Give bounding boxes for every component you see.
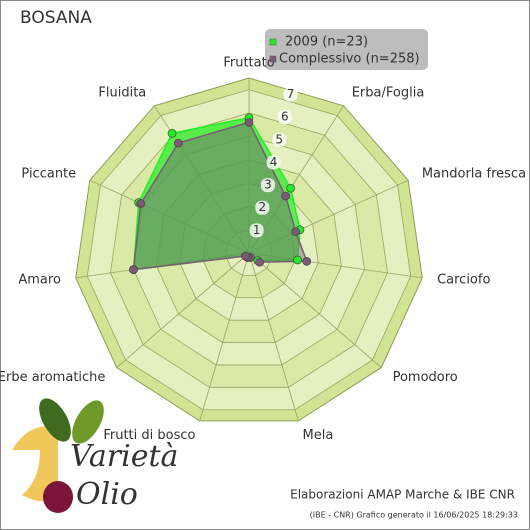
logo-leaf [72, 400, 104, 444]
tick-label-bg [272, 132, 287, 147]
spoke [248, 252, 382, 368]
legend-label: 2009 (n=23) [285, 35, 368, 50]
credits: Elaborazioni AMAP Marche & IBE CNR [290, 488, 515, 502]
legend-swatch [269, 55, 277, 63]
legend-label: Complessivo (n=258) [279, 52, 420, 67]
data-point [255, 257, 264, 267]
legend-swatch [269, 38, 277, 46]
data-point [286, 183, 295, 193]
tick-label-bg [283, 87, 298, 102]
tick-label-bg [260, 178, 275, 193]
axis-label: Fruttato [223, 56, 274, 71]
logo-shape [12, 426, 58, 502]
axis-label: Mandorla fresca [422, 167, 526, 182]
r-tick-label: 2 [258, 200, 266, 214]
chart-title: BOSANA [20, 8, 92, 28]
tick-label-bg [277, 110, 292, 125]
axis-label: Pomodoro [393, 370, 458, 385]
axis-label: Amaro [18, 273, 61, 288]
tick-label-bg [255, 200, 270, 215]
data-point [136, 199, 146, 208]
spoke [199, 252, 250, 422]
axis-label: Fluidita [98, 86, 146, 101]
logo-text: Olio [76, 477, 138, 512]
r-tick-label: 6 [281, 110, 289, 124]
axis-label: Frutti di bosco [103, 428, 195, 443]
data-point [291, 227, 301, 237]
data-point [129, 265, 138, 274]
spoke [116, 252, 250, 368]
data-point [293, 255, 302, 265]
r-tick-label: 1 [253, 223, 261, 237]
axis-label: Carciofo [437, 273, 490, 288]
axis-label: Erba/Foglia [352, 86, 425, 101]
r-tick-label: 3 [264, 178, 272, 192]
data-point [241, 251, 250, 261]
axis-label: Erbe aromatiche [0, 370, 105, 385]
r-tick-label: 4 [270, 155, 278, 169]
r-tick-label: 5 [275, 132, 283, 146]
logo-text: Varietà [70, 439, 178, 474]
footnote: (IBE - CNR) Grafico generato il 16/06/20… [310, 511, 518, 520]
legend-box [265, 29, 428, 70]
data-point [174, 138, 183, 148]
data-point [281, 191, 290, 201]
axis-label: Mela [303, 428, 334, 443]
logo: Varietà Olio [12, 398, 178, 513]
data-point [244, 117, 254, 127]
data-point [302, 256, 312, 266]
r-tick-label: 7 [287, 87, 295, 101]
spoke [248, 252, 299, 422]
logo-olive [43, 481, 73, 513]
axis-label: Piccante [21, 167, 76, 182]
data-point [167, 128, 177, 138]
tick-label-bg [266, 155, 281, 170]
tick-label-bg [249, 223, 264, 238]
logo-leaf [39, 398, 71, 442]
